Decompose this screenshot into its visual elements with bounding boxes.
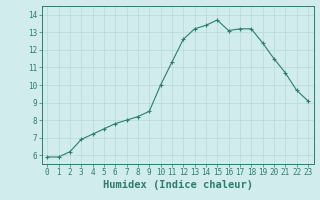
X-axis label: Humidex (Indice chaleur): Humidex (Indice chaleur) bbox=[103, 180, 252, 190]
